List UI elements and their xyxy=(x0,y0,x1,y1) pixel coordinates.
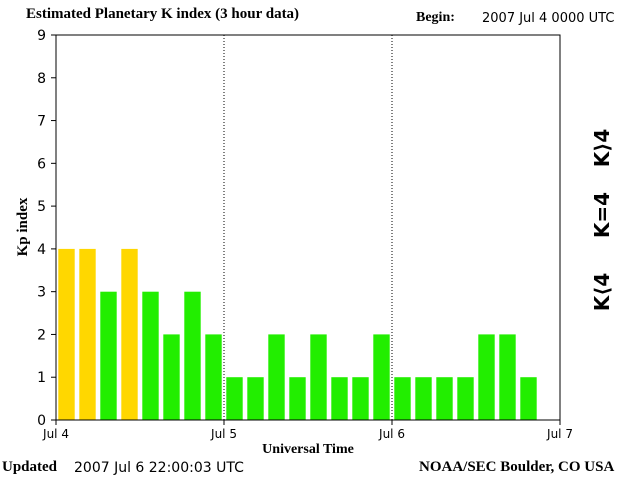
kp-bar xyxy=(373,334,390,420)
kp-bar xyxy=(142,291,159,420)
axes-layer: 0 1 2 3 4 5 6 7 8 9 Jul 4 Jul 5 Jul 6 Jul 7 xyxy=(37,28,573,441)
legend-entry: K⟨4 xyxy=(590,273,614,312)
y-tick-label: 5 xyxy=(37,199,46,215)
kp-bar xyxy=(58,248,75,420)
kp-bar xyxy=(415,377,432,420)
x-tick-label: Jul 5 xyxy=(210,427,237,441)
kp-bar xyxy=(79,248,96,420)
kp-bar xyxy=(310,334,327,420)
y-tick-label: 7 xyxy=(37,114,46,130)
kp-bar xyxy=(478,334,495,420)
bars-layer xyxy=(58,248,537,420)
x-tick-label: Jul 7 xyxy=(546,427,573,441)
y-axis-label: Kp index xyxy=(15,197,31,256)
kp-bar xyxy=(331,377,348,420)
kp-bar xyxy=(499,334,516,420)
y-tick-label: 9 xyxy=(37,28,46,44)
y-tick-label: 0 xyxy=(37,413,46,429)
chart-title: Estimated Planetary K index (3 hour data… xyxy=(26,6,300,22)
updated-label: Updated xyxy=(2,459,58,475)
x-axis-label: Universal Time xyxy=(262,442,354,457)
plot-frame xyxy=(55,34,561,421)
kp-bar xyxy=(163,334,180,420)
kp-bar xyxy=(226,377,243,420)
y-tick-label: 3 xyxy=(37,285,46,301)
kp-bar xyxy=(184,291,201,420)
kp-bar xyxy=(520,377,537,420)
begin-label: Begin: xyxy=(416,10,455,25)
y-tick-label: 8 xyxy=(37,71,46,87)
legend-entry: K⟩4 xyxy=(590,129,614,168)
y-tick-label: 6 xyxy=(37,156,46,172)
kp-bar xyxy=(247,377,264,420)
begin-value: 2007 Jul 4 0000 UTC xyxy=(482,11,615,26)
y-tick-label: 2 xyxy=(37,327,46,343)
kp-bar xyxy=(268,334,285,420)
kp-bar xyxy=(100,291,117,420)
y-tick-label: 1 xyxy=(37,370,46,386)
plot-border xyxy=(55,34,561,421)
x-tick-label: Jul 6 xyxy=(378,427,405,441)
y-tick-label: 4 xyxy=(37,242,46,258)
k-legend: K⟩4 K=4 K⟨4 xyxy=(590,129,614,312)
legend-entry: K=4 xyxy=(590,192,614,238)
updated-value: 2007 Jul 6 22:00:03 UTC xyxy=(74,460,244,476)
x-tick-label: Jul 4 xyxy=(42,427,69,441)
kp-bar xyxy=(457,377,474,420)
organization-label: NOAA/SEC Boulder, CO USA xyxy=(419,459,615,475)
kp-bar xyxy=(436,377,453,420)
kp-bar xyxy=(394,377,411,420)
kp-bar xyxy=(289,377,306,420)
kp-bar xyxy=(205,334,222,420)
kp-bar xyxy=(352,377,369,420)
kp-bar xyxy=(121,248,138,420)
